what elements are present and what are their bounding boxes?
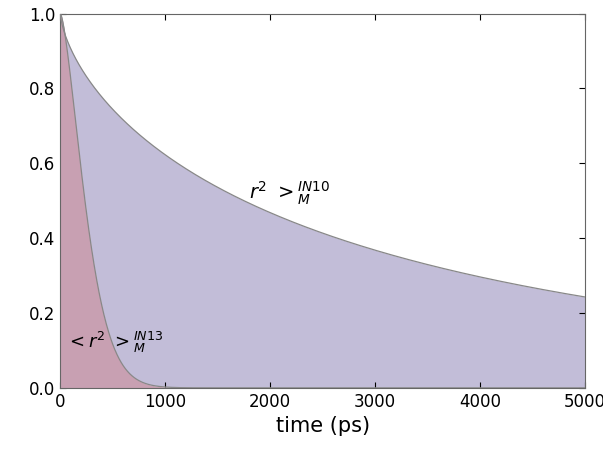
X-axis label: time (ps): time (ps) [276, 416, 370, 436]
Text: $< r^2\ >_M^{IN13}$: $< r^2\ >_M^{IN13}$ [66, 331, 163, 355]
Text: $r^2\ >_M^{IN10}$: $r^2\ >_M^{IN10}$ [249, 179, 330, 207]
